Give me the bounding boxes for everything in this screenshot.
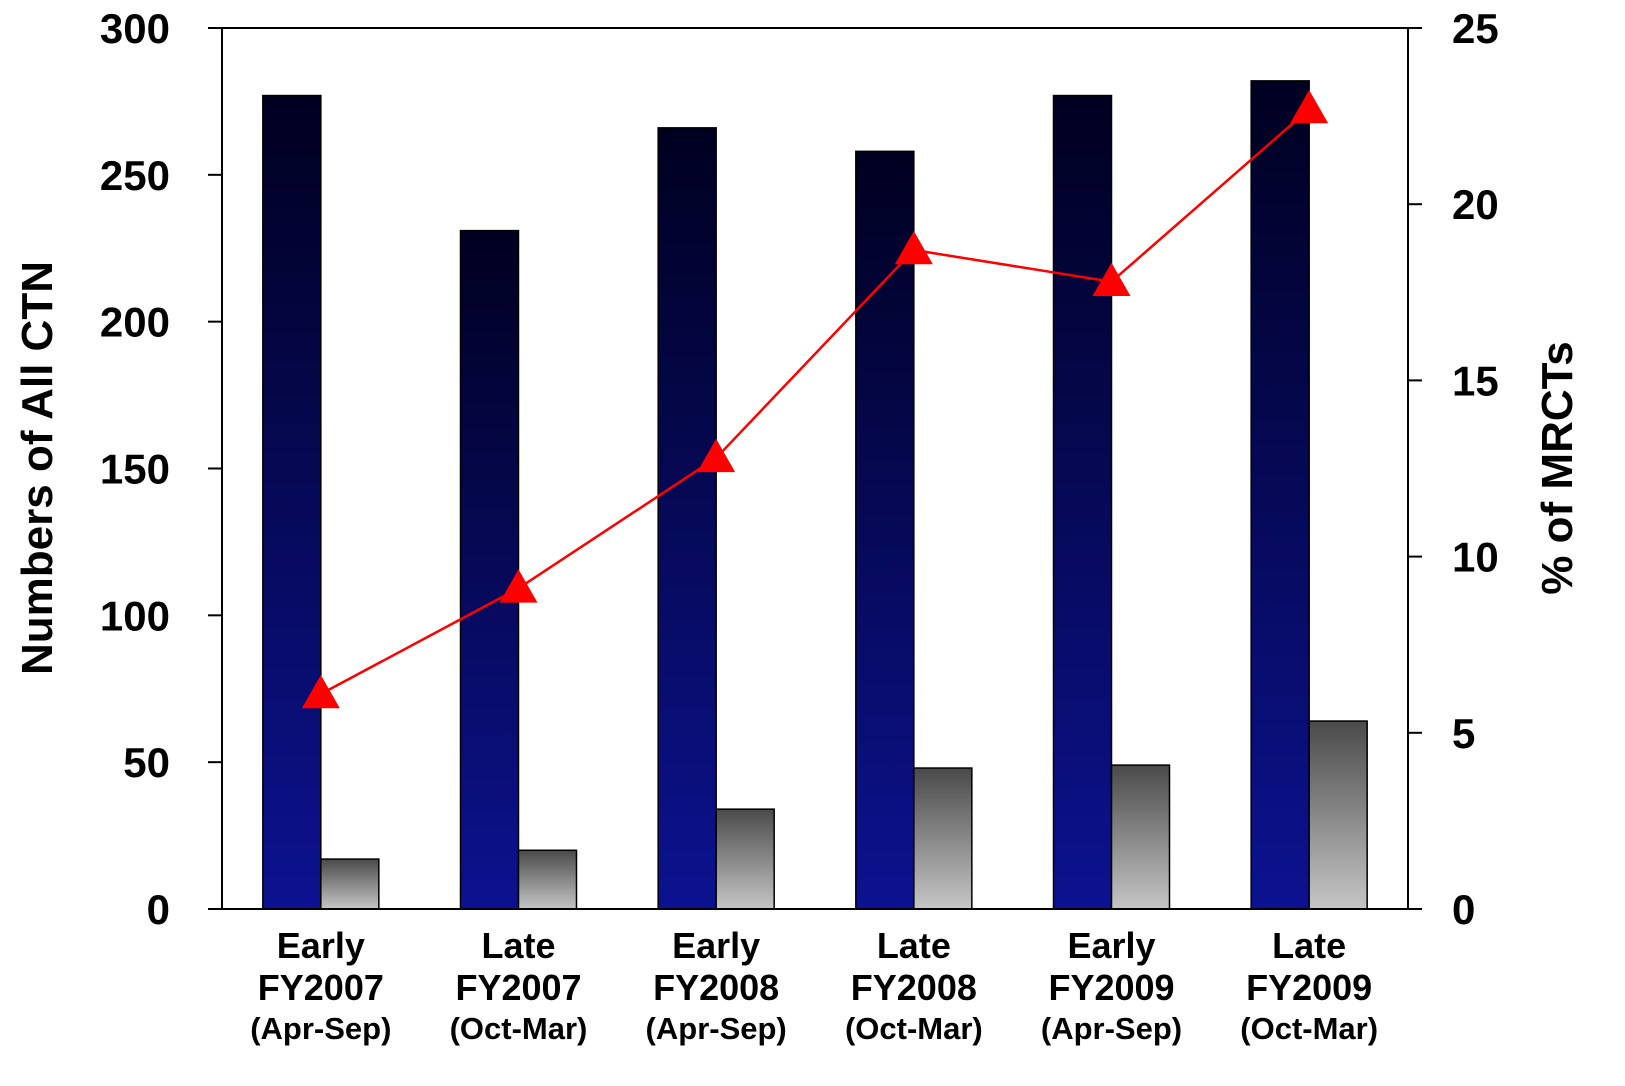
category-label-6: Late — [1272, 925, 1346, 966]
bar-all-ctn-4 — [855, 150, 915, 910]
left-tick-label: 200 — [100, 299, 170, 346]
right-tick-label: 5 — [1452, 710, 1475, 757]
left-tick-label: 300 — [100, 5, 170, 52]
category-label-2: Late — [481, 925, 555, 966]
mrct-percent-point-6 — [1290, 90, 1329, 124]
category-label-4: Late — [877, 925, 951, 966]
category-label-5: Early — [1067, 925, 1155, 966]
left-axis: 0 50 100 150 200 250 300 — [100, 5, 222, 933]
right-tick-label: 10 — [1452, 534, 1499, 581]
right-axis: 0 5 10 15 20 25 — [1408, 5, 1499, 933]
category-label-6: (Oct-Mar) — [1240, 1011, 1378, 1046]
bar-all-ctn-5 — [1052, 94, 1113, 910]
right-tick-label: 15 — [1452, 357, 1499, 404]
category-label-5: FY2009 — [1048, 967, 1174, 1008]
right-tick-label: 0 — [1452, 886, 1475, 933]
category-label-1: (Apr-Sep) — [250, 1011, 391, 1046]
category-label-6: FY2009 — [1246, 967, 1372, 1008]
bar-mrct-5 — [1110, 764, 1171, 910]
category-label-4: (Oct-Mar) — [845, 1011, 983, 1046]
mrct-percent-point-1 — [301, 675, 340, 709]
category-label-5: (Apr-Sep) — [1041, 1011, 1182, 1046]
mrct-percent-point-5 — [1092, 262, 1131, 296]
plot-frame — [221, 27, 1409, 910]
category-label-3: (Apr-Sep) — [646, 1011, 787, 1046]
bar-all-ctn-6 — [1250, 80, 1310, 910]
bars-layer — [262, 80, 1368, 910]
y2-axis-title: % of MRCTs — [1533, 341, 1582, 594]
category-label-1: FY2007 — [258, 967, 384, 1008]
x-axis: EarlyFY2007(Apr-Sep)LateFY2007(Oct-Mar)E… — [250, 925, 1378, 1046]
mrct-percent-point-4 — [894, 231, 933, 265]
bar-all-ctn-1 — [262, 94, 322, 910]
bar-mrct-2 — [517, 849, 578, 910]
right-tick-label: 25 — [1452, 5, 1499, 52]
category-label-4: FY2008 — [851, 967, 977, 1008]
bar-mrct-4 — [913, 767, 973, 910]
category-label-1: Early — [277, 925, 365, 966]
y-axis-title: Numbers of All CTN — [13, 261, 62, 675]
left-tick-label: 50 — [123, 739, 170, 786]
bar-mrct-6 — [1308, 720, 1368, 910]
bar-mrct-3 — [715, 808, 775, 910]
right-tick-label: 20 — [1452, 181, 1499, 228]
bar-all-ctn-2 — [459, 229, 520, 910]
category-label-2: FY2007 — [455, 967, 581, 1008]
mrct-percent-point-3 — [697, 438, 736, 473]
line-layer — [301, 90, 1329, 709]
left-tick-label: 100 — [100, 592, 170, 639]
left-tick-label: 250 — [100, 152, 170, 199]
bar-all-ctn-3 — [657, 127, 717, 910]
category-label-2: (Oct-Mar) — [450, 1011, 588, 1046]
category-label-3: Early — [672, 925, 760, 966]
mrct-percent-line — [320, 108, 1310, 696]
left-tick-label: 150 — [100, 446, 170, 493]
bar-mrct-1 — [320, 858, 380, 910]
mrct-percent-point-2 — [499, 569, 538, 603]
left-tick-label: 0 — [147, 886, 170, 933]
category-label-3: FY2008 — [653, 967, 779, 1008]
